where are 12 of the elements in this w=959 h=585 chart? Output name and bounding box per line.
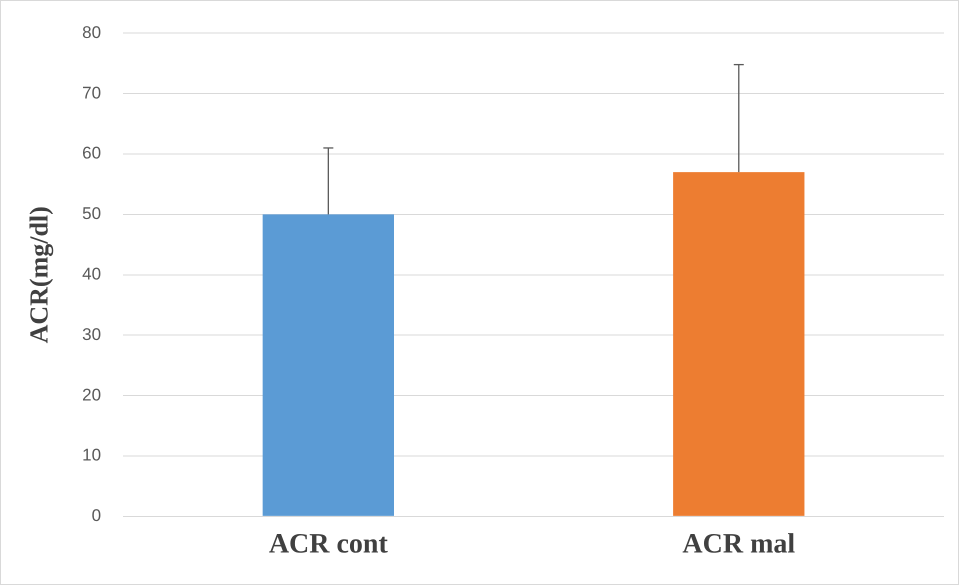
y-tick-label: 30 [82, 324, 102, 344]
x-tick-label: ACR cont [268, 528, 388, 560]
y-tick-label: 80 [82, 22, 102, 42]
y-tick-label: 40 [82, 264, 102, 284]
y-tick-label: 0 [92, 506, 102, 526]
y-tick-label: 10 [82, 446, 102, 465]
x-tick-label: ACR mal [682, 528, 796, 560]
y-tick-label: 60 [82, 144, 102, 163]
y-axis-title: ACR(mg/dl) [24, 206, 54, 344]
y-tick-label: 70 [82, 83, 102, 102]
y-tick-label: 50 [82, 204, 102, 224]
y-tick-label: 20 [82, 385, 102, 404]
